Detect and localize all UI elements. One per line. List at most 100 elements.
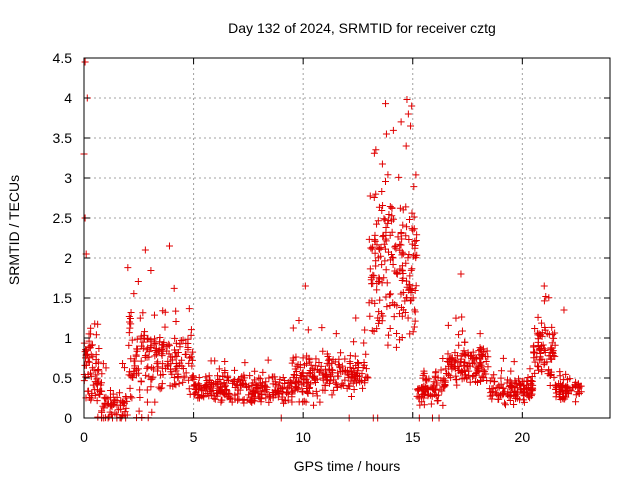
data-point [408, 265, 416, 273]
data-point [409, 294, 417, 302]
data-point [117, 405, 125, 413]
data-point [132, 352, 140, 360]
data-point [380, 240, 388, 248]
data-point [126, 324, 134, 332]
data-point [291, 378, 299, 386]
data-point [289, 356, 297, 364]
data-point [225, 389, 233, 397]
data-point [137, 332, 145, 340]
data-point [559, 383, 567, 391]
data-point [563, 389, 571, 397]
data-point [351, 368, 359, 376]
data-point [255, 374, 263, 382]
data-point [85, 393, 93, 401]
data-point [248, 381, 256, 389]
data-point [106, 408, 114, 416]
data-point [431, 386, 439, 394]
data-point [490, 371, 498, 379]
data-point [98, 408, 106, 416]
data-point [113, 401, 121, 409]
data-point [203, 389, 211, 397]
data-point [137, 357, 145, 365]
data-point [234, 396, 242, 404]
data-point [252, 383, 260, 391]
data-point [491, 388, 499, 396]
data-point [470, 356, 478, 364]
data-point [143, 386, 151, 394]
data-point [375, 316, 383, 324]
data-point [425, 375, 433, 383]
data-point [556, 372, 564, 380]
data-point [215, 376, 223, 384]
data-point [393, 329, 401, 337]
data-point [105, 413, 113, 421]
data-point [534, 362, 542, 370]
data-point [307, 380, 315, 388]
data-point [310, 373, 318, 381]
data-point [262, 378, 270, 386]
data-point [405, 286, 413, 294]
data-point [321, 382, 329, 390]
data-point [432, 369, 440, 377]
data-point [306, 384, 314, 392]
data-point [439, 401, 447, 409]
data-point [322, 371, 330, 379]
data-point [371, 299, 379, 307]
data-point [510, 401, 518, 409]
data-point [187, 353, 195, 361]
data-point [305, 370, 313, 378]
data-point [367, 244, 375, 252]
data-point [404, 254, 412, 262]
data-points [80, 58, 585, 422]
data-point [137, 377, 145, 385]
data-point [541, 323, 549, 331]
data-point [131, 364, 139, 372]
data-point [331, 379, 339, 387]
data-point [254, 389, 262, 397]
y-tick-label: 3 [64, 170, 72, 186]
data-point [545, 366, 553, 374]
data-point [147, 267, 155, 275]
data-point [375, 274, 383, 282]
data-point [493, 390, 501, 398]
data-point [396, 336, 404, 344]
data-point [522, 385, 530, 393]
data-point [397, 228, 405, 236]
data-point [284, 396, 292, 404]
data-point [418, 398, 426, 406]
data-point [368, 327, 376, 335]
data-point [382, 177, 390, 185]
data-point [373, 220, 381, 228]
data-point [506, 396, 514, 404]
data-point [393, 268, 401, 276]
data-point [373, 241, 381, 249]
data-point [289, 387, 297, 395]
data-point [535, 330, 543, 338]
data-point [482, 370, 490, 378]
data-point [477, 377, 485, 385]
data-point [414, 385, 422, 393]
data-point [90, 366, 98, 374]
data-point [150, 340, 158, 348]
data-point [366, 312, 374, 320]
data-point [247, 397, 255, 405]
data-point [97, 387, 105, 395]
data-point [411, 242, 419, 250]
data-point [489, 384, 497, 392]
data-point [288, 359, 296, 367]
data-point [87, 373, 95, 381]
data-point [538, 355, 546, 363]
data-point [102, 393, 110, 401]
data-point [392, 343, 400, 351]
data-point [277, 388, 285, 396]
data-point [340, 367, 348, 375]
data-point [359, 384, 367, 392]
data-point [572, 398, 580, 406]
data-point [345, 374, 353, 382]
data-point [172, 381, 180, 389]
data-point [100, 404, 108, 412]
data-point [200, 393, 208, 401]
data-point [376, 296, 384, 304]
data-point [258, 390, 266, 398]
data-point [304, 326, 312, 334]
